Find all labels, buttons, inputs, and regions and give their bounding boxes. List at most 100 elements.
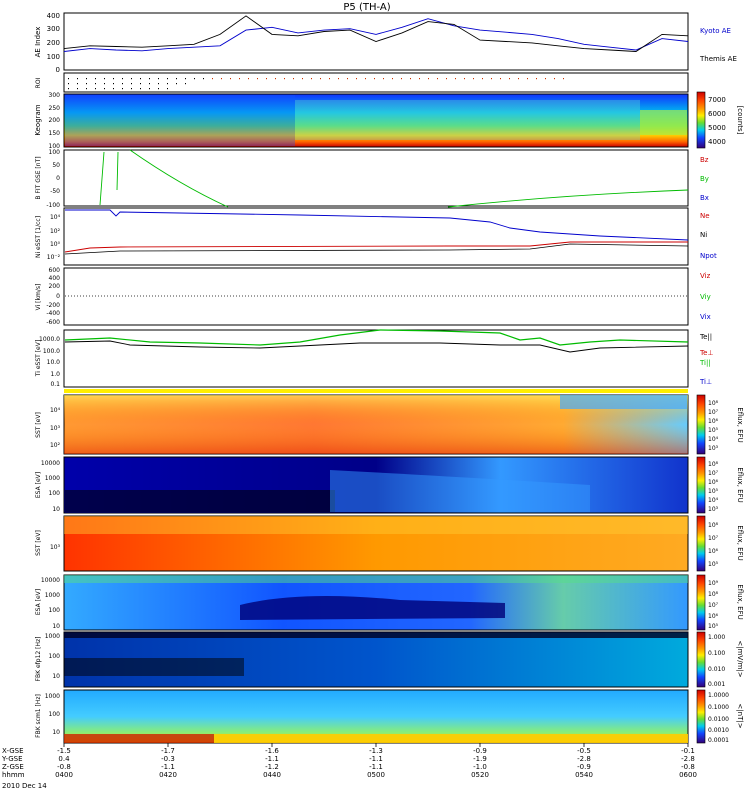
axis-row-value: -1.1 <box>369 763 383 771</box>
keogram-cbar-tick: 7000 <box>708 96 726 104</box>
esa-ion-cbar-tick: 10⁵ <box>708 488 719 495</box>
keogram-ytick: 300 <box>49 92 61 99</box>
roi-dot <box>158 88 159 90</box>
axis-row-value: -1.1 <box>369 755 383 763</box>
roi-dot <box>104 88 105 90</box>
ae-series-line-kyoto <box>63 18 689 52</box>
legend-viy: Viy <box>700 293 711 301</box>
roi-dot <box>527 78 528 80</box>
roi-dot <box>473 78 474 80</box>
esa-electron-colorbar <box>696 574 706 631</box>
fbk-e-cbar-tick: 1.000 <box>708 634 725 641</box>
fbk-b-ytick: 10 <box>52 729 60 736</box>
density-ytick: 10⁻² <box>47 254 61 261</box>
velocity-ylabel: Vi [km/s] <box>35 284 42 311</box>
esa-ion-ytick: 1000 <box>45 475 60 482</box>
roi-dot <box>455 78 456 80</box>
roi-dot <box>356 78 357 80</box>
bfit-ytick: -100 <box>46 202 60 209</box>
roi-dot <box>536 78 537 80</box>
axis-row-label: X-GSE <box>2 747 24 755</box>
sst-electron-cbar-tick: 10⁷ <box>708 535 719 542</box>
roi-dot <box>86 83 87 85</box>
roi-dot <box>140 83 141 85</box>
roi-dot <box>518 78 519 80</box>
sst-electron-panel: SST [eV] 10³ 10⁸ 10⁷ 10⁶ 10⁵ Eflux, EFU <box>35 515 744 572</box>
axis-row-value: -2.8 <box>577 755 591 763</box>
legend-bz: Bz <box>700 156 709 164</box>
roi-dot <box>446 78 447 80</box>
fbk-e-ylabel: FBK efp12 [Hz] <box>35 637 42 682</box>
fbk-e-ytick: 1000 <box>45 633 60 640</box>
bfit-ytick: 100 <box>49 149 61 156</box>
roi-dot <box>329 78 330 80</box>
roi-ylabel: ROI <box>35 77 42 88</box>
fbk-e-ytick: 100 <box>49 653 61 660</box>
keogram-cbar-tick: 4000 <box>708 138 726 146</box>
axis-row-value: -0.9 <box>473 747 487 755</box>
temperature-ytick: 10.0 <box>47 359 61 366</box>
roi-dot <box>374 78 375 80</box>
density-ylabel: Ni eSST [1/cc] <box>35 216 42 258</box>
esa-ion-cbar-tick: 10³ <box>708 506 719 513</box>
temperature-ytick: 0.1 <box>50 381 60 388</box>
roi-dot <box>140 78 141 80</box>
roi-dot <box>302 78 303 80</box>
keogram-cbar-label: [counts] <box>736 106 744 135</box>
esa-ion-colorbar <box>696 456 706 514</box>
roi-dots <box>68 78 564 90</box>
density-ni-trace <box>64 243 689 255</box>
roi-dot <box>68 78 69 80</box>
legend-npot: Npot <box>700 252 717 260</box>
keogram-ytick: 150 <box>49 130 61 137</box>
roi-dot <box>266 78 267 80</box>
roi-dot <box>158 78 159 80</box>
roi-dot <box>131 78 132 80</box>
velocity-ytick: 0 <box>56 293 60 300</box>
fbk-b-cbar-tick: 0.0100 <box>708 716 729 723</box>
ae-ytick: 400 <box>47 12 60 20</box>
roi-dot <box>383 78 384 80</box>
axis-row-value: -1.0 <box>473 763 487 771</box>
axis-row-value: 0.4 <box>58 755 70 763</box>
roi-dot <box>104 78 105 80</box>
chart-title: P5 (TH-A) <box>343 2 390 13</box>
roi-dot <box>248 78 249 80</box>
ae-ytick: 200 <box>47 39 60 47</box>
roi-dot <box>122 83 123 85</box>
time-tick-label: 0500 <box>367 771 385 779</box>
esa-electron-cbar-tick: 10⁶ <box>708 613 719 620</box>
roi-dot <box>113 78 114 80</box>
esa-ion-cbar-tick: 10⁸ <box>708 461 719 468</box>
roi-dot <box>104 83 105 85</box>
temperature-ytick: 1.0 <box>50 371 60 378</box>
fbk-e-colorbar <box>696 631 706 688</box>
temperature-ytick: 1000.0 <box>39 336 60 343</box>
axis-row-value: -0.5 <box>577 747 591 755</box>
roi-dot <box>131 83 132 85</box>
roi-dot <box>365 78 366 80</box>
time-tick-label: 0400 <box>55 771 73 779</box>
roi-dot <box>464 78 465 80</box>
roi-dot <box>500 78 501 80</box>
legend-themis-ae: Themis AE <box>699 55 737 63</box>
temperature-ti-trace <box>64 329 689 346</box>
ae-ytick: 100 <box>47 53 60 61</box>
roi-dot <box>338 78 339 80</box>
velocity-ytick: 400 <box>49 275 61 282</box>
roi-dot <box>212 78 213 80</box>
esa-ion-cbar-tick: 10⁷ <box>708 470 719 477</box>
sst-ion-cbar-tick: 10⁴ <box>708 436 719 443</box>
axis-row-value: -1.6 <box>265 747 279 755</box>
roi-dot <box>131 88 132 90</box>
roi-dot <box>410 78 411 80</box>
bfit-ytick: -50 <box>50 188 60 195</box>
esa-ion-ytick: 10 <box>52 506 60 513</box>
roi-dot <box>257 78 258 80</box>
roi-dot <box>347 78 348 80</box>
ae-index-panel: AE Index 400 300 200 100 0 Kyoto AE Them… <box>34 12 737 74</box>
roi-dot <box>419 78 420 80</box>
roi-dot <box>140 88 141 90</box>
esa-electron-ytick: 1000 <box>45 592 60 599</box>
roi-dot <box>77 83 78 85</box>
